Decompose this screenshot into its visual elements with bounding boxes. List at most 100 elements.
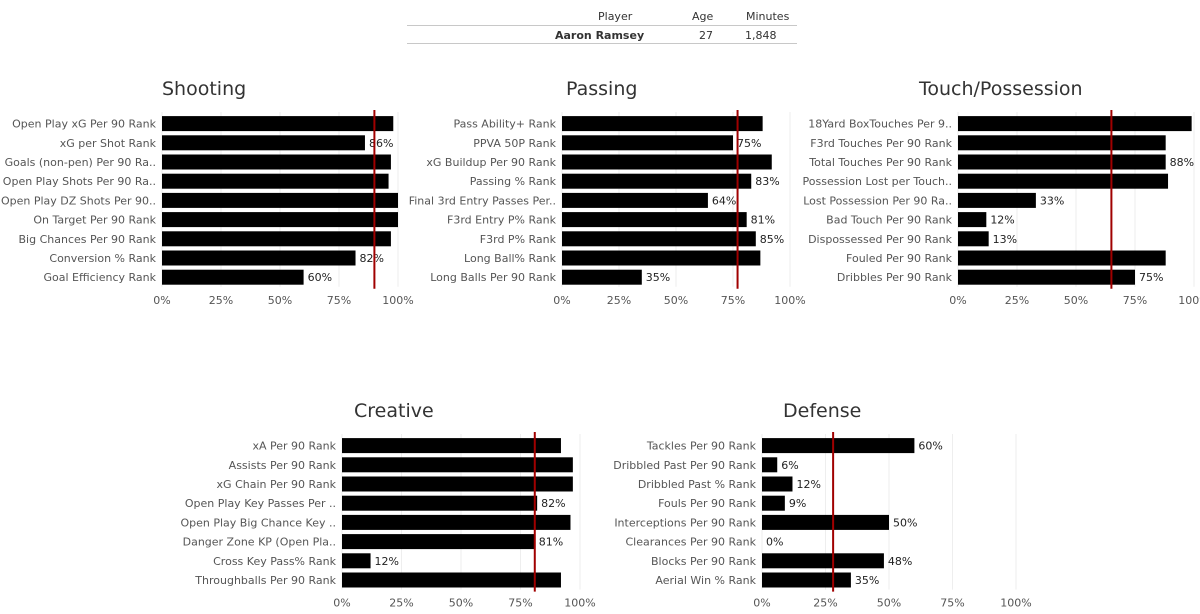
bar	[762, 495, 785, 511]
category-label: On Target Per 90 Rank	[33, 214, 156, 227]
x-tick-label: 25%	[1005, 294, 1029, 307]
category-label: Long Ball% Rank	[464, 252, 557, 265]
bar	[958, 154, 1166, 170]
bar	[958, 192, 1036, 208]
data-label: 13%	[993, 233, 1017, 246]
data-label: 88%	[1170, 156, 1194, 169]
bar	[562, 154, 772, 170]
data-label: 6%	[781, 459, 798, 472]
touch-possession-chart-title: Touch/Possession	[919, 78, 1083, 100]
category-label: xG Buildup Per 90 Rank	[426, 156, 556, 169]
x-tick-label: 75%	[721, 294, 745, 307]
bar	[342, 438, 561, 454]
bar	[958, 231, 989, 247]
bar	[342, 534, 535, 550]
data-label: 12%	[375, 555, 399, 568]
data-label: 0%	[766, 536, 783, 549]
age-column-header: Age	[692, 10, 714, 23]
bar	[762, 553, 884, 569]
data-label: 82%	[360, 252, 384, 265]
data-label: 12%	[796, 478, 820, 491]
category-label: Interceptions Per 90 Rank	[614, 516, 756, 529]
bar	[162, 135, 365, 151]
bar	[762, 457, 778, 473]
bar	[562, 269, 642, 285]
bar	[762, 572, 851, 588]
creative-chart-title: Creative	[354, 400, 434, 422]
category-label: Big Chances Per 90 Rank	[19, 233, 157, 246]
bar	[562, 250, 761, 266]
category-label: Bad Touch Per 90 Rank	[826, 214, 952, 227]
x-tick-label: 50%	[877, 597, 901, 610]
category-label: 18Yard BoxTouches Per 9..	[808, 118, 952, 131]
category-label: Dribbled Past Per 90 Rank	[613, 459, 756, 472]
category-label: F3rd Entry P% Rank	[447, 214, 557, 227]
x-tick-label: 100%	[382, 294, 413, 307]
category-label: Cross Key Pass% Rank	[213, 555, 336, 568]
x-tick-label: 25%	[607, 294, 631, 307]
category-label: Conversion % Rank	[49, 252, 156, 265]
category-label: Total Touches Per 90 Rank	[808, 156, 952, 169]
data-label: 81%	[539, 536, 563, 549]
minutes-column-header: Minutes	[746, 10, 790, 23]
x-tick-label: 100%	[564, 597, 595, 610]
bar	[562, 116, 763, 132]
category-label: Fouled Per 90 Rank	[846, 252, 953, 265]
bar	[562, 192, 708, 208]
bar	[342, 553, 371, 569]
shooting-chart-title: Shooting	[162, 78, 247, 100]
touch-possession-chart: 18Yard BoxTouches Per 9.. F3rd Touches Pe…	[803, 110, 1200, 307]
x-tick-label: 25%	[389, 597, 413, 610]
category-label: Tackles Per 90 Rank	[646, 440, 757, 453]
category-label: Pass Ability+ Rank	[453, 118, 556, 131]
player-name-cell: Aaron Ramsey	[555, 29, 645, 42]
data-label: 9%	[789, 497, 806, 510]
category-label: Goal Efficiency Rank	[43, 271, 156, 284]
category-label: Open Play Big Chance Key ..	[180, 516, 336, 529]
category-label: xG Chain Per 90 Rank	[217, 478, 337, 491]
data-label: 85%	[760, 233, 784, 246]
data-label: 50%	[893, 516, 917, 529]
category-label: Open Play Key Passes Per ..	[185, 497, 336, 510]
data-label: 48%	[888, 555, 912, 568]
bar	[958, 269, 1135, 285]
bar	[162, 250, 356, 266]
category-label: Open Play xG Per 90 Rank	[12, 118, 156, 131]
bar	[162, 154, 391, 170]
data-label: 75%	[1139, 271, 1163, 284]
shooting-chart: Open Play xG Per 90 Rank xG per Shot Rank…	[1, 110, 414, 307]
bar	[162, 212, 398, 228]
category-label: Fouls Per 90 Rank	[658, 497, 757, 510]
table-bottom-border	[407, 43, 797, 44]
category-label: xG per Shot Rank	[60, 137, 157, 150]
category-label: Dribbled Past % Rank	[638, 478, 757, 491]
category-label: Aerial Win % Rank	[655, 574, 756, 587]
x-tick-label: 0%	[333, 597, 350, 610]
x-tick-label: 75%	[940, 597, 964, 610]
player-column-header: Player	[598, 10, 633, 23]
category-label: F3rd Touches Per 90 Rank	[810, 137, 952, 150]
category-label: Passing % Rank	[470, 175, 557, 188]
category-label: Possession Lost per Touch..	[803, 175, 952, 188]
bar	[162, 192, 398, 208]
bar	[162, 173, 389, 189]
x-tick-label: 100%	[774, 294, 805, 307]
x-tick-label: 0%	[153, 294, 170, 307]
category-label: Assists Per 90 Rank	[229, 459, 337, 472]
x-tick-label: 50%	[449, 597, 473, 610]
x-tick-label: 0%	[553, 294, 570, 307]
data-label: 75%	[737, 137, 761, 150]
x-tick-label: 50%	[1064, 294, 1088, 307]
category-label: PPVA 50P Rank	[473, 137, 556, 150]
bar	[562, 212, 747, 228]
x-tick-label: 75%	[1123, 294, 1147, 307]
passing-chart-title: Passing	[566, 78, 638, 100]
bar	[162, 116, 394, 132]
data-label: 81%	[751, 214, 775, 227]
x-tick-label: 50%	[268, 294, 292, 307]
data-label: 60%	[918, 440, 942, 453]
bar	[762, 438, 915, 454]
bar	[162, 231, 391, 247]
category-label: Dribbles Per 90 Rank	[837, 271, 953, 284]
bar	[562, 135, 733, 151]
